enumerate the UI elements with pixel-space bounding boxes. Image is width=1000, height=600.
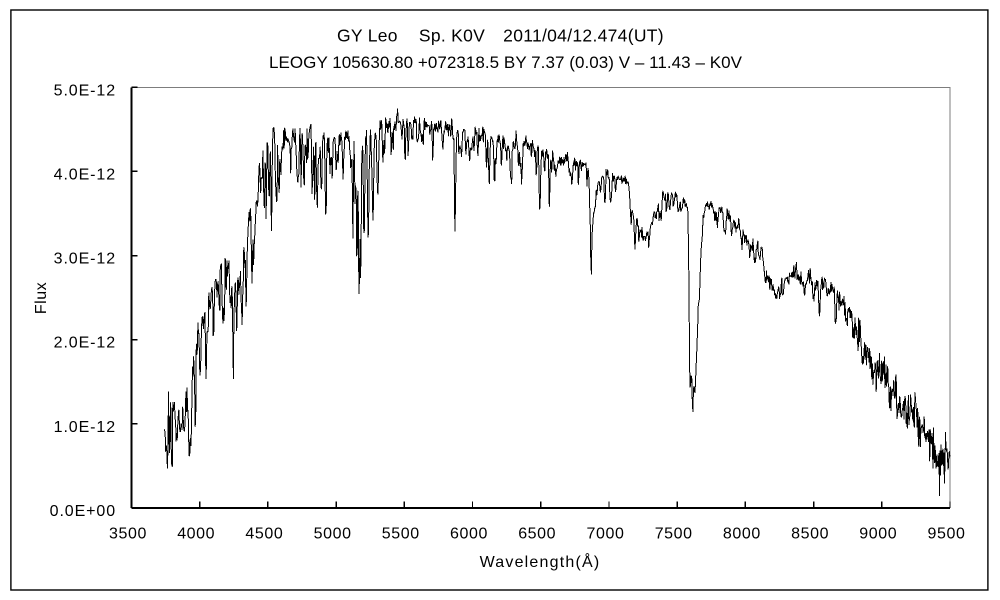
svg-text:4000: 4000	[177, 526, 215, 543]
svg-text:1.0E-12: 1.0E-12	[54, 419, 116, 436]
svg-text:0.0E+00: 0.0E+00	[50, 503, 116, 520]
svg-text:Flux: Flux	[33, 282, 50, 314]
svg-text:5500: 5500	[382, 526, 420, 543]
svg-text:4.0E-12: 4.0E-12	[54, 166, 116, 183]
svg-text:7500: 7500	[655, 526, 693, 543]
svg-text:LEOGY 105630.80 +072318.5 BY 7: LEOGY 105630.80 +072318.5 BY 7.37 (0.03)…	[269, 53, 743, 72]
svg-text:3.0E-12: 3.0E-12	[54, 251, 116, 268]
svg-text:8500: 8500	[791, 526, 829, 543]
svg-text:Wavelength(Å): Wavelength(Å)	[480, 552, 601, 571]
svg-text:9000: 9000	[859, 526, 897, 543]
svg-text:5000: 5000	[314, 526, 352, 543]
svg-text:4500: 4500	[245, 526, 283, 543]
svg-text:6500: 6500	[518, 526, 556, 543]
svg-text:8000: 8000	[723, 526, 761, 543]
svg-text:2.0E-12: 2.0E-12	[54, 335, 116, 352]
svg-text:6000: 6000	[450, 526, 488, 543]
svg-text:3500: 3500	[109, 526, 147, 543]
svg-text:9500: 9500	[928, 526, 966, 543]
svg-text:7000: 7000	[587, 526, 625, 543]
svg-text:5.0E-12: 5.0E-12	[54, 82, 116, 99]
